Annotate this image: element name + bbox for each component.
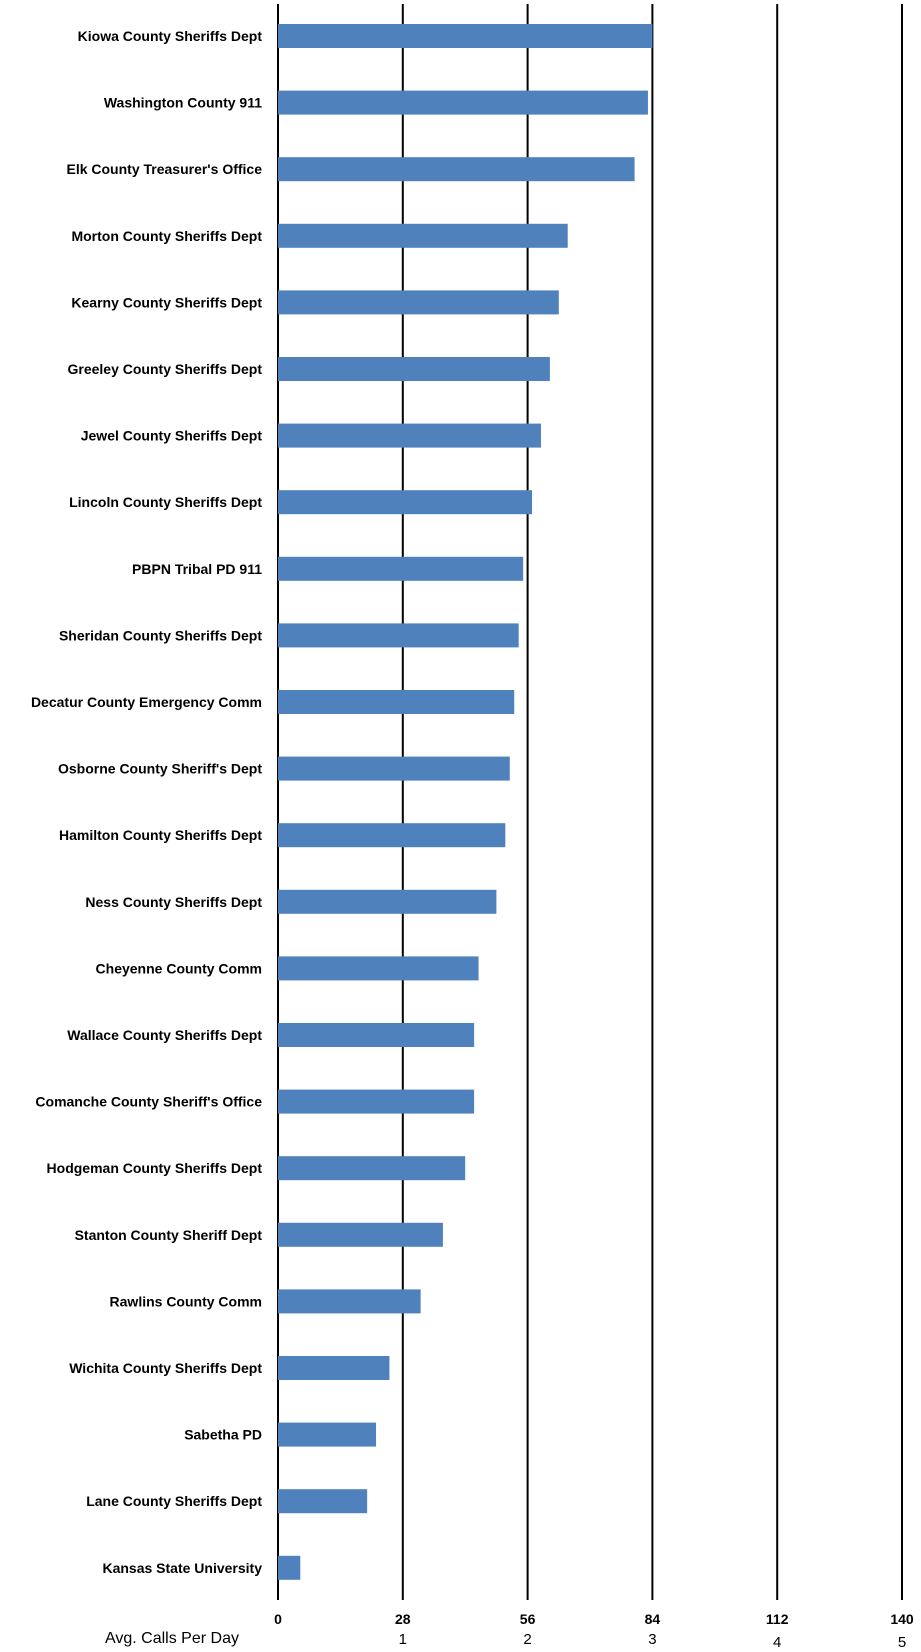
bar-10 (278, 690, 515, 714)
bar-8 (278, 556, 524, 581)
bar-4 (278, 290, 559, 315)
category-label-4: Kearny County Sheriffs Dept (71, 294, 262, 310)
category-label-14: Cheyenne County Comm (96, 960, 262, 976)
x-tick-label-28: 28 (395, 1611, 411, 1627)
x-tick-secondary-1: 1 (399, 1631, 407, 1648)
gridlines (277, 4, 903, 1600)
bar-3 (278, 223, 568, 248)
bar-0 (278, 24, 653, 48)
x-axis-ticks: 0 28 56 84 112 140 1 2 3 4 5 (274, 1611, 914, 1651)
category-label-9: Sheridan County Sheriffs Dept (59, 627, 262, 643)
bar-19 (278, 1289, 421, 1314)
bar-13 (278, 889, 497, 914)
bar-22 (278, 1489, 368, 1514)
category-label-0: Kiowa County Sheriffs Dept (78, 28, 263, 44)
category-labels: Kiowa County Sheriffs Dept Washington Cou… (31, 28, 262, 1576)
x-tick-secondary-3: 3 (648, 1631, 656, 1648)
bar-21 (278, 1422, 377, 1447)
bar-20 (278, 1356, 390, 1380)
bar-5 (278, 357, 550, 381)
category-label-21: Sabetha PD (184, 1427, 262, 1443)
category-label-13: Ness County Sheriffs Dept (85, 894, 262, 910)
category-label-16: Comanche County Sheriff's Office (35, 1094, 262, 1110)
x-tick-secondary-2: 2 (523, 1631, 531, 1648)
category-label-22: Lane County Sheriffs Dept (86, 1493, 262, 1509)
x-tick-label-112: 112 (766, 1611, 789, 1627)
category-label-18: Stanton County Sheriff Dept (75, 1227, 263, 1243)
x-tick-label-0: 0 (274, 1611, 282, 1627)
bar-12 (278, 823, 506, 848)
bar-16 (278, 1089, 475, 1114)
bar-7 (278, 490, 533, 515)
category-label-17: Hodgeman County Sheriffs Dept (47, 1160, 263, 1176)
x-tick-secondary-5: 5 (898, 1634, 906, 1651)
category-label-11: Osborne County Sheriff's Dept (58, 761, 262, 777)
x-tick-label-140: 140 (890, 1611, 914, 1627)
x-tick-secondary-4: 4 (773, 1634, 781, 1651)
bar-15 (278, 1023, 475, 1047)
category-label-2: Elk County Treasurer's Office (66, 161, 262, 177)
category-label-1: Washington County 911 (104, 95, 262, 111)
bar-23 (278, 1555, 301, 1580)
bar-9 (278, 623, 519, 648)
category-label-23: Kansas State University (102, 1560, 262, 1576)
bar-2 (278, 157, 635, 182)
x-tick-label-56: 56 (520, 1611, 536, 1627)
bar-11 (278, 756, 510, 781)
category-label-8: PBPN Tribal PD 911 (132, 561, 262, 577)
bar-18 (278, 1222, 443, 1247)
bars (278, 24, 653, 1580)
category-label-10: Decatur County Emergency Comm (31, 694, 262, 710)
bar-14 (278, 956, 479, 981)
category-label-12: Hamilton County Sheriffs Dept (59, 827, 262, 843)
bar-6 (278, 423, 541, 448)
x-tick-label-84: 84 (645, 1611, 661, 1627)
category-label-7: Lincoln County Sheriffs Dept (69, 494, 262, 510)
category-label-5: Greeley County Sheriffs Dept (68, 361, 263, 377)
bar-1 (278, 90, 648, 115)
x-axis-label: Avg. Calls Per Day (105, 1630, 239, 1647)
category-label-15: Wallace County Sheriffs Dept (67, 1027, 262, 1043)
category-label-3: Morton County Sheriffs Dept (71, 228, 262, 244)
bar-17 (278, 1156, 466, 1181)
category-label-19: Rawlins County Comm (110, 1293, 262, 1309)
category-label-6: Jewel County Sheriffs Dept (81, 428, 263, 444)
category-label-20: Wichita County Sheriffs Dept (69, 1360, 262, 1376)
